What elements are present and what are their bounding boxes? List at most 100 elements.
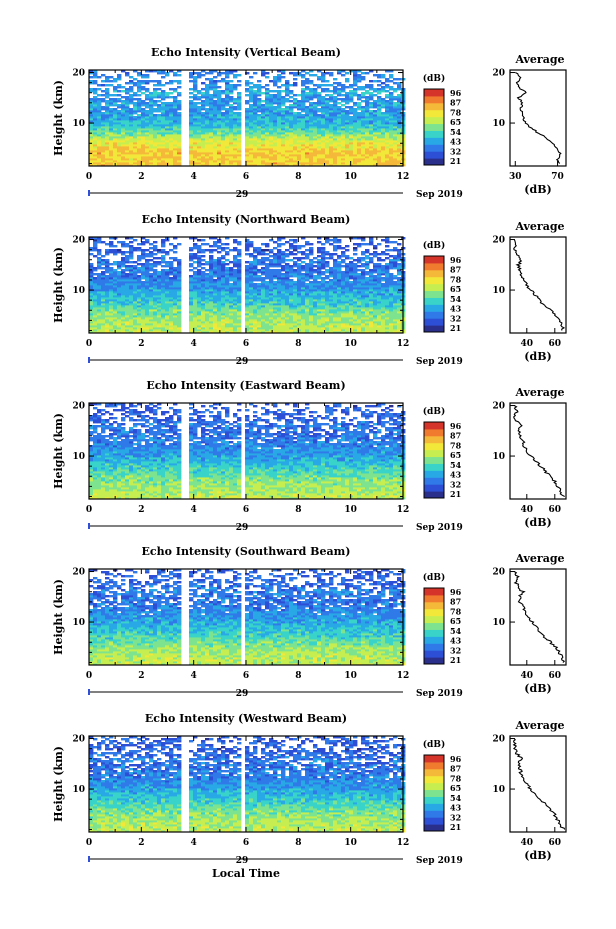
colorbar-segment xyxy=(424,803,444,811)
y-tick-label: 20 xyxy=(72,69,85,79)
colorbar-tick-label: 54 xyxy=(450,626,462,636)
average-y-tick-label: 10 xyxy=(492,785,505,795)
colorbar-tick-label: 87 xyxy=(450,98,461,108)
average-x-tick-label: 40 xyxy=(521,339,534,349)
panel-3: Echo Intensity (Eastward Beam) 10 20 0 2 4 6 8 1… xyxy=(52,379,567,533)
average-frame xyxy=(509,236,567,334)
colorbar-tick-label: 54 xyxy=(450,127,462,137)
colorbar-tick-label: 21 xyxy=(450,489,461,499)
x-tick-label: 2 xyxy=(138,505,144,515)
colorbar-segment xyxy=(424,95,444,104)
colorbar-frame xyxy=(423,587,445,665)
x-tick-label: 4 xyxy=(191,671,197,681)
colorbar-segment xyxy=(424,650,444,658)
y-tick-label: 20 xyxy=(72,735,85,745)
colorbar-segment xyxy=(424,629,444,637)
colorbar-segment xyxy=(424,311,444,319)
x-tick-label: 6 xyxy=(243,339,249,349)
average-title: Average xyxy=(514,220,564,233)
colorbar-segment xyxy=(424,283,444,292)
x-tick-label: 2 xyxy=(138,339,144,349)
average-title: Average xyxy=(514,552,564,565)
colorbar-segment xyxy=(424,304,444,312)
colorbar-segment xyxy=(424,484,444,492)
x-tick-label: 12 xyxy=(397,339,410,349)
colorbar-tick-label: 21 xyxy=(450,323,461,333)
colorbar-unit: (dB) xyxy=(423,240,445,251)
colorbar-segment xyxy=(424,824,444,832)
x-tick-label: 0 xyxy=(86,671,92,681)
colorbar-segment xyxy=(424,796,444,804)
colorbar-segment xyxy=(424,608,444,617)
colorbar-segment xyxy=(424,116,444,125)
x-tick-label: 8 xyxy=(295,172,301,182)
date-day: 29 xyxy=(236,856,249,866)
average-frame xyxy=(509,69,567,167)
average-x-tick-label: 70 xyxy=(551,172,564,182)
colorbar-segment xyxy=(424,435,444,444)
colorbar-segment xyxy=(424,643,444,651)
y-tick-label: 10 xyxy=(72,618,85,628)
average-x-label: (dB) xyxy=(524,849,551,862)
panel-title: Echo Intensity (Vertical Beam) xyxy=(151,46,341,59)
colorbar-segment xyxy=(424,491,444,499)
colorbar-segment xyxy=(424,269,444,278)
colorbar-segment xyxy=(424,256,444,264)
x-tick-label: 10 xyxy=(344,339,357,349)
average-x-tick-label: 30 xyxy=(509,172,522,182)
colorbar-segment xyxy=(424,477,444,485)
colorbar-tick-label: 96 xyxy=(450,587,462,597)
x-tick-label: 0 xyxy=(86,505,92,515)
colorbar-tick-label: 21 xyxy=(450,655,461,665)
colorbar-unit: (dB) xyxy=(423,406,445,417)
x-tick-label: 4 xyxy=(191,505,197,515)
date-day: 29 xyxy=(236,357,249,367)
y-axis-label: Height (km) xyxy=(52,247,65,323)
average-x-tick-label: 60 xyxy=(549,671,562,681)
x-tick-label: 6 xyxy=(243,671,249,681)
colorbar-segment xyxy=(424,594,444,603)
colorbar-segment xyxy=(424,325,444,333)
average-x-tick-label: 40 xyxy=(521,671,534,681)
y-tick-label: 20 xyxy=(72,236,85,246)
colorbar-tick-label: 54 xyxy=(450,460,462,470)
colorbar-tick-label: 87 xyxy=(450,597,461,607)
heatmap-cells xyxy=(89,70,406,167)
x-tick-label: 0 xyxy=(86,339,92,349)
y-tick-label: 10 xyxy=(72,785,85,795)
x-tick-label: 0 xyxy=(86,172,92,182)
average-profile-line xyxy=(515,72,562,164)
colorbar-unit: (dB) xyxy=(423,73,445,84)
y-tick-label: 10 xyxy=(72,452,85,462)
average-y-tick-label: 20 xyxy=(492,568,505,578)
colorbar-tick-label: 87 xyxy=(450,764,461,774)
colorbar-segment xyxy=(424,789,444,797)
colorbar-tick-label: 32 xyxy=(450,146,461,156)
x-tick-label: 12 xyxy=(397,838,410,848)
colorbar-segment xyxy=(424,151,444,159)
colorbar-frame xyxy=(423,255,445,333)
colorbar-tick-label: 21 xyxy=(450,822,461,832)
colorbar-tick-label: 43 xyxy=(450,304,462,314)
x-tick-label: 12 xyxy=(397,671,410,681)
colorbar-segment xyxy=(424,137,444,145)
colorbar-tick-label: 21 xyxy=(450,156,461,166)
colorbar-tick-label: 78 xyxy=(450,440,462,450)
colorbar-segment xyxy=(424,158,444,166)
colorbar-tick-label: 87 xyxy=(450,265,461,275)
average-title: Average xyxy=(514,53,564,66)
date-day: 29 xyxy=(236,689,249,699)
date-month-year: Sep 2019 xyxy=(416,523,463,533)
colorbar-segment xyxy=(424,449,444,458)
panel-title: Echo Intensity (Northward Beam) xyxy=(142,213,351,226)
colorbar-segment xyxy=(424,622,444,630)
colorbar-tick-label: 43 xyxy=(450,470,462,480)
colorbar-tick-label: 65 xyxy=(450,450,461,460)
colorbar-segment xyxy=(424,463,444,471)
colorbar-tick-label: 78 xyxy=(450,274,462,284)
average-frame xyxy=(509,568,567,666)
y-tick-label: 10 xyxy=(72,286,85,296)
colorbar-segment xyxy=(424,276,444,285)
x-tick-label: 6 xyxy=(243,838,249,848)
